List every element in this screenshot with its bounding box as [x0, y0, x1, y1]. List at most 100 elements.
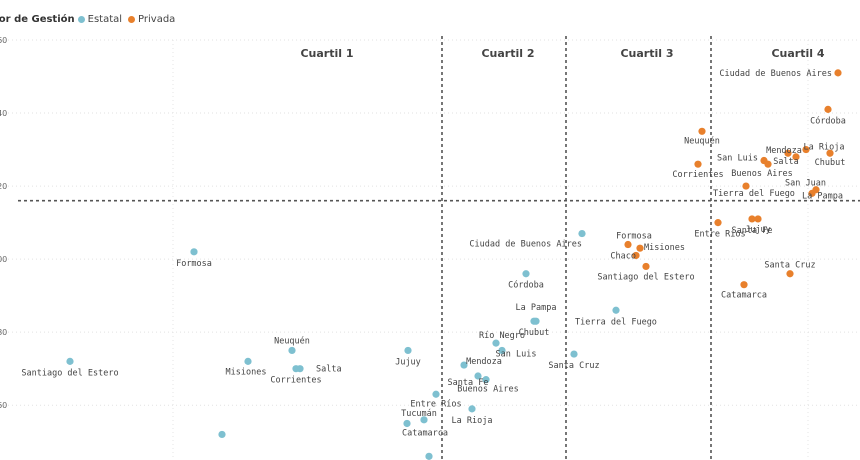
point-estatal[interactable]	[492, 339, 500, 347]
point-label: Santa Fe	[448, 378, 489, 388]
point-label: La Rioja	[452, 416, 493, 426]
point-label: Santa Cruz	[548, 361, 599, 371]
point-label: Santa Fe	[732, 226, 773, 236]
point-label: Ciudad de Buenos Aires	[469, 240, 582, 250]
point-label: Buenos Aires	[457, 385, 518, 395]
point-label: Catamarca	[402, 428, 448, 438]
point-label: Santa Cruz	[764, 261, 815, 271]
point-label: Chaco	[610, 251, 636, 261]
point-privada[interactable]	[714, 219, 722, 227]
quartile-label-1: Cuartil 1	[300, 47, 353, 60]
point-estatal[interactable]	[498, 346, 506, 355]
point-label: Tucumán	[401, 409, 437, 419]
point-label: Catamarca	[721, 291, 767, 301]
y-tick-label: 560	[0, 36, 7, 45]
quartile-label-2: Cuartil 2	[481, 47, 534, 60]
point-label: San Juan	[785, 179, 826, 189]
quartile-labels: Cuartil 1 Cuartil 2 Cuartil 3 Cuartil 4	[300, 47, 824, 60]
point-privada[interactable]	[826, 149, 834, 157]
point-privada[interactable]	[632, 251, 640, 260]
point-privada[interactable]	[636, 244, 644, 252]
point-estatal[interactable]	[190, 248, 198, 256]
y-tick-label: 520	[0, 182, 7, 191]
point-privada[interactable]	[786, 270, 794, 278]
point-label: Formosa	[616, 232, 652, 242]
point-label: Salta	[316, 365, 342, 375]
point-estatal[interactable]	[420, 416, 428, 424]
point-label: Entre Ríos	[694, 230, 745, 240]
point-label: Santiago del Estero	[597, 272, 694, 282]
legend-label-privada: Privada	[138, 14, 176, 25]
y-tick-label: 460	[0, 401, 7, 410]
point-estatal[interactable]	[292, 365, 300, 373]
point-privada[interactable]	[792, 153, 800, 161]
point-label: Formosa	[176, 259, 212, 269]
data-points	[66, 69, 842, 460]
point-estatal[interactable]	[218, 430, 226, 439]
point-privada[interactable]	[624, 240, 632, 249]
point-label: Buenos Aires	[731, 169, 792, 179]
point-privada[interactable]	[834, 69, 842, 77]
point-privada[interactable]	[698, 127, 706, 135]
point-label: Neuquén	[274, 335, 310, 346]
point-privada[interactable]	[740, 281, 748, 289]
point-estatal[interactable]	[578, 229, 586, 238]
legend-dot-estatal	[77, 16, 85, 23]
point-estatal[interactable]	[403, 419, 411, 428]
point-estatal[interactable]	[425, 452, 433, 460]
point-label: Ciudad de Buenos Aires	[719, 69, 832, 79]
legend: tor de Gestión Estatal Privada	[0, 14, 181, 25]
point-privada[interactable]	[764, 160, 772, 168]
y-axis-ticks: 560 540 520 500 480 460	[0, 36, 7, 410]
point-estatal[interactable]	[570, 350, 578, 358]
y-tick-label: 500	[0, 255, 7, 264]
point-label: Jujuy	[395, 357, 421, 367]
point-label: Corrientes	[672, 170, 723, 180]
point-label: Neuquén	[684, 135, 720, 146]
y-tick-label: 540	[0, 109, 7, 118]
point-label: San Luis	[496, 349, 537, 359]
legend-label-estatal: Estatal	[87, 14, 123, 25]
point-labels: Formosa Santiago del Estero Misiones Neuqué…	[21, 69, 846, 439]
point-label: Tierra del Fuego	[575, 317, 657, 327]
point-label: Córdoba	[508, 280, 544, 291]
point-privada[interactable]	[748, 215, 756, 223]
point-label: Santiago del Estero	[21, 368, 118, 378]
point-estatal[interactable]	[404, 346, 412, 355]
point-label: La Rioja	[804, 143, 845, 153]
point-label: La Pampa	[516, 303, 557, 313]
point-estatal[interactable]	[460, 361, 468, 369]
legend-item-estatal[interactable]: Estatal	[77, 14, 123, 25]
legend-item-privada[interactable]: Privada	[128, 14, 175, 25]
point-estatal[interactable]	[288, 346, 296, 355]
point-privada[interactable]	[824, 105, 832, 113]
point-estatal[interactable]	[474, 372, 482, 380]
point-label: Chubut	[815, 158, 846, 168]
point-estatal[interactable]	[612, 306, 620, 314]
point-estatal[interactable]	[482, 376, 490, 384]
point-label: Misiones	[644, 243, 685, 253]
quartile-dividers	[18, 36, 860, 460]
point-estatal[interactable]	[522, 270, 530, 278]
point-label: La Pampa	[802, 191, 843, 201]
point-estatal[interactable]	[244, 357, 252, 365]
point-estatal[interactable]	[66, 357, 74, 365]
point-privada[interactable]	[642, 262, 650, 271]
point-label: Misiones	[226, 367, 267, 377]
point-privada[interactable]	[694, 160, 702, 168]
quartile-label-4: Cuartil 4	[771, 47, 824, 60]
point-privada[interactable]	[742, 182, 750, 190]
point-label: Córdoba	[810, 115, 846, 126]
point-privada[interactable]	[754, 215, 762, 223]
point-estatal[interactable]	[530, 317, 538, 325]
point-label: Tierra del Fuego	[713, 189, 795, 199]
point-privada[interactable]	[808, 189, 816, 197]
legend-title: tor de Gestión	[0, 14, 75, 25]
point-privada[interactable]	[802, 145, 810, 154]
point-estatal[interactable]	[432, 390, 440, 398]
point-label: Entre Ríos	[410, 399, 461, 409]
quartile-label-3: Cuartil 3	[620, 47, 673, 60]
point-estatal[interactable]	[468, 405, 476, 413]
point-privada[interactable]	[784, 149, 792, 157]
